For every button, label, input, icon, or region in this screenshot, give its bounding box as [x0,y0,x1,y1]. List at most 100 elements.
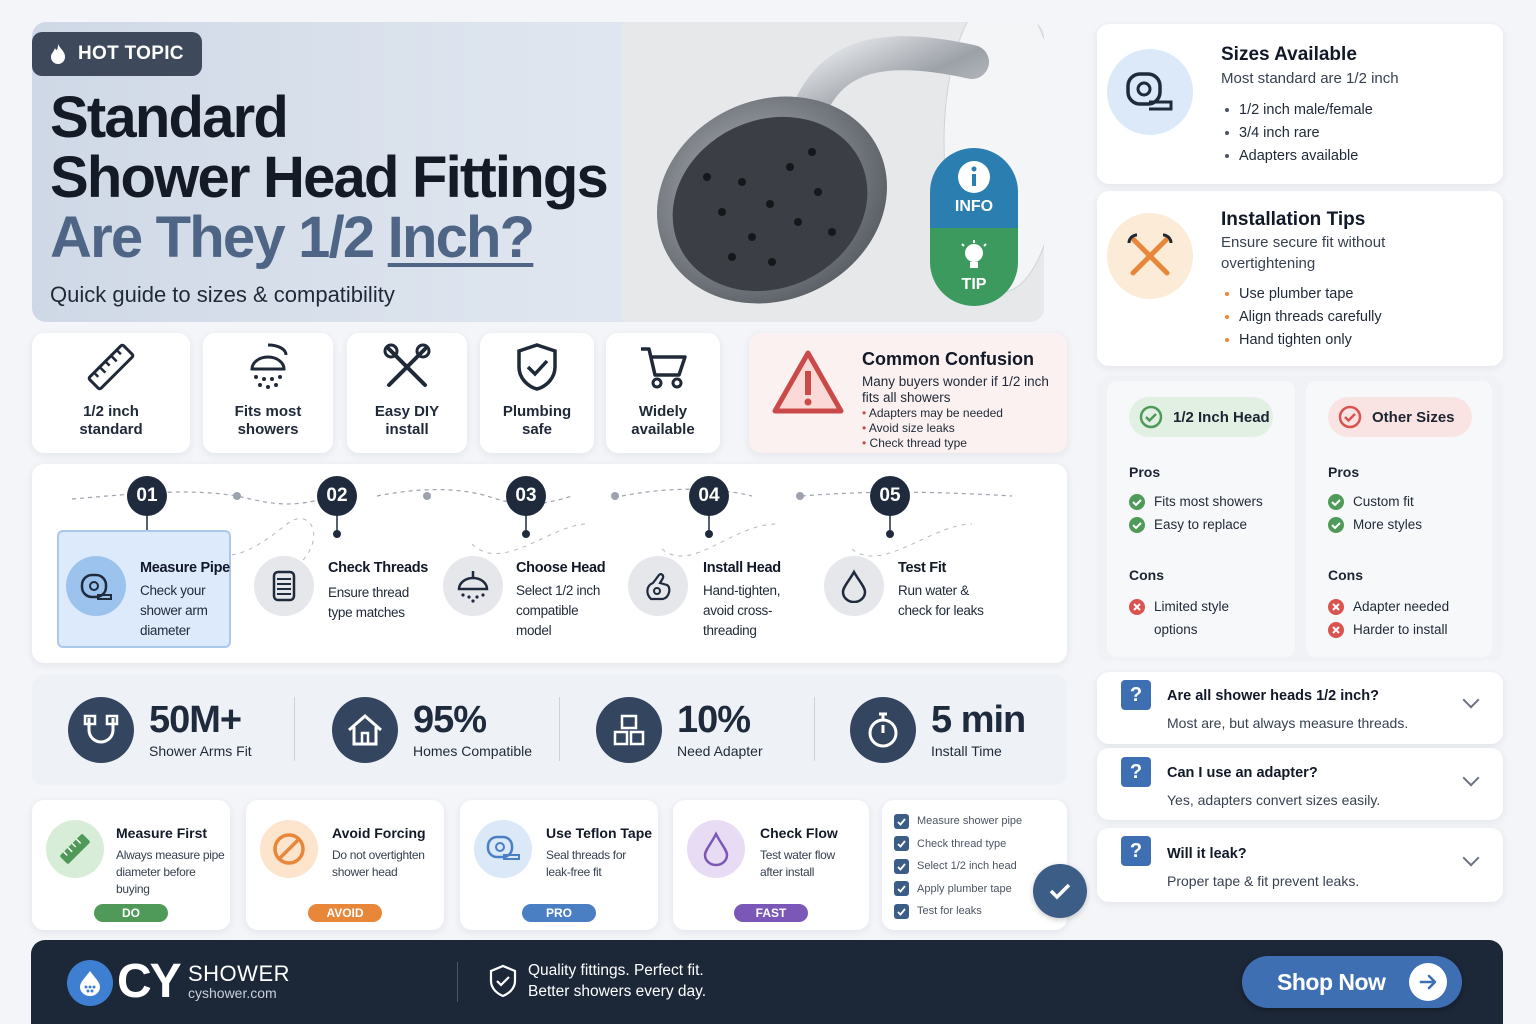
info-pill[interactable]: INFO [930,148,1018,228]
water-drop-icon [703,831,729,867]
shower-head-icon [250,343,288,389]
checklist-item[interactable]: Select 1/2 inch head [894,855,1067,878]
confusion-bullet: • Adapters may be needed [862,406,1003,420]
feature-label-line2: available [631,421,695,438]
compare-right-header: Other Sizes [1328,397,1472,437]
compare-left: 1/2 Inch Head Pros Fits most showers Eas… [1107,381,1295,657]
ruler-icon [87,343,135,391]
hot-topic-badge: HOT TOPIC [32,32,202,76]
chevron-down-icon[interactable] [1462,691,1480,709]
shower-logo-icon [80,971,100,996]
x-icon [1328,621,1344,638]
step-number: 03 [506,476,546,516]
shower-head-icon [457,571,489,603]
adapter-icon [613,714,645,746]
feature-card: Easy DIY install [347,333,467,453]
confusion-bullet: • Check thread type [862,436,967,450]
checkbox-checked-icon [894,858,909,874]
tip-desc: Test water flow after install [760,848,835,879]
faq-answer: Proper tape & fit prevent leaks. [1167,873,1360,889]
cons-list: Limited style options [1129,595,1229,641]
stat-icon [596,697,662,763]
install-list: Use plumber tape Align threads carefully… [1225,282,1382,351]
x-icon [1328,598,1344,615]
brand-url[interactable]: cyshower.com [188,985,277,1001]
check-icon [1328,493,1344,510]
install-item: Use plumber tape [1225,282,1382,305]
step-desc: Check your shower arm diameter [140,583,208,638]
stat-label: Shower Arms Fit [149,743,252,759]
stopwatch-icon [868,712,898,748]
stat-value: 50M+ [149,699,242,741]
confusion-desc-line2: fits all showers [862,390,951,405]
tip-icon [260,820,318,878]
tape-measure-icon [1126,72,1173,111]
x-icon [1129,598,1145,615]
check-icon [1328,516,1344,533]
tip-badge: DO [94,904,168,922]
check-circle-icon [1139,405,1163,429]
stats-panel: 50M+ Shower Arms Fit 95% Homes Compatibl… [32,675,1067,785]
title-line-3: Are They 1/2 Inch? [50,208,535,268]
step-number: 02 [317,476,357,516]
tip-badge: PRO [522,904,596,922]
checkbox-checked-icon [894,813,909,829]
home-icon [348,714,382,746]
faq-item[interactable]: ? Will it leak? Proper tape & fit preven… [1097,828,1503,902]
teflon-tape-icon [486,835,520,860]
water-drop-icon [841,569,867,603]
pro-item: Fits most showers [1129,490,1263,513]
step-number: 01 [127,476,167,516]
no-force-icon [273,833,305,865]
checklist-item[interactable]: Check thread type [894,833,1067,856]
checkbox-checked-icon [894,836,909,852]
feature-card: 1/2 inch standard [32,333,190,453]
checkmark-badge [1033,864,1087,918]
shop-now-button[interactable]: Shop Now [1242,956,1462,1008]
step-title: Choose Head [516,560,606,576]
confusion-bullet: • Avoid size leaks [862,421,955,435]
feature-label-line1: Plumbing [502,403,572,420]
stat-value: 95% [413,699,487,741]
tape-measure-icon [80,573,112,600]
step-icon [628,556,688,616]
checklist-item[interactable]: Measure shower pipe [894,810,1067,833]
cons-label: Cons [1129,567,1164,583]
step-title: Check Threads [328,560,429,576]
install-subtitle-line1: Ensure secure fit without [1221,234,1386,251]
thread-icon [272,570,296,602]
sizes-item: Adapters available [1225,144,1373,167]
tip-icon [474,820,532,878]
faq-question: Can I use an adapter? [1167,765,1318,781]
faq-question: Will it leak? [1167,846,1247,862]
footer-tagline-line2: Better showers every day. [528,983,707,1000]
title-line-2: Shower Head Fittings [50,145,609,210]
feature-label-line1: 1/2 inch [83,403,139,420]
step-icon [824,556,884,616]
tip-desc: Always measure pipe diameter before buyin… [116,848,225,896]
stat-label: Install Time [931,743,1002,759]
checklist-item[interactable]: Test for leaks [894,900,1067,923]
faq-item[interactable]: ? Can I use an adapter? Yes, adapters co… [1097,748,1503,820]
pros-list: Custom fit More styles [1328,490,1422,536]
shop-now-label: Shop Now [1277,968,1386,995]
tip-pill[interactable]: TIP [930,228,1018,306]
brand-cy: CY [117,955,182,1008]
footer-tagline-line1: Quality fittings. Perfect fit. [528,962,704,979]
arrow-right-icon [1409,963,1448,1001]
stat-value: 5 min [931,699,1026,741]
tip-title: Use Teflon Tape [546,825,653,841]
tip-desc: Do not overtighten shower head [332,848,425,879]
question-icon: ? [1121,757,1151,787]
sizes-list: 1/2 inch male/female 3/4 inch rare Adapt… [1225,98,1373,167]
common-confusion-card: Common Confusion Many buyers wonder if 1… [749,333,1067,453]
chevron-down-icon[interactable] [1462,769,1480,787]
sizes-title: Sizes Available [1221,44,1357,65]
tip-title: Avoid Forcing [332,825,426,841]
checklist-item[interactable]: Apply plumber tape [894,878,1067,901]
faq-item[interactable]: ? Are all shower heads 1/2 inch? Most ar… [1097,672,1503,744]
hand-tighten-icon [646,573,671,601]
tip-card: Check Flow Test water flow after install … [673,800,869,930]
chevron-down-icon[interactable] [1462,849,1480,867]
footer-bar: CY SHOWER cyshower.com Quality fittings.… [31,940,1503,1024]
